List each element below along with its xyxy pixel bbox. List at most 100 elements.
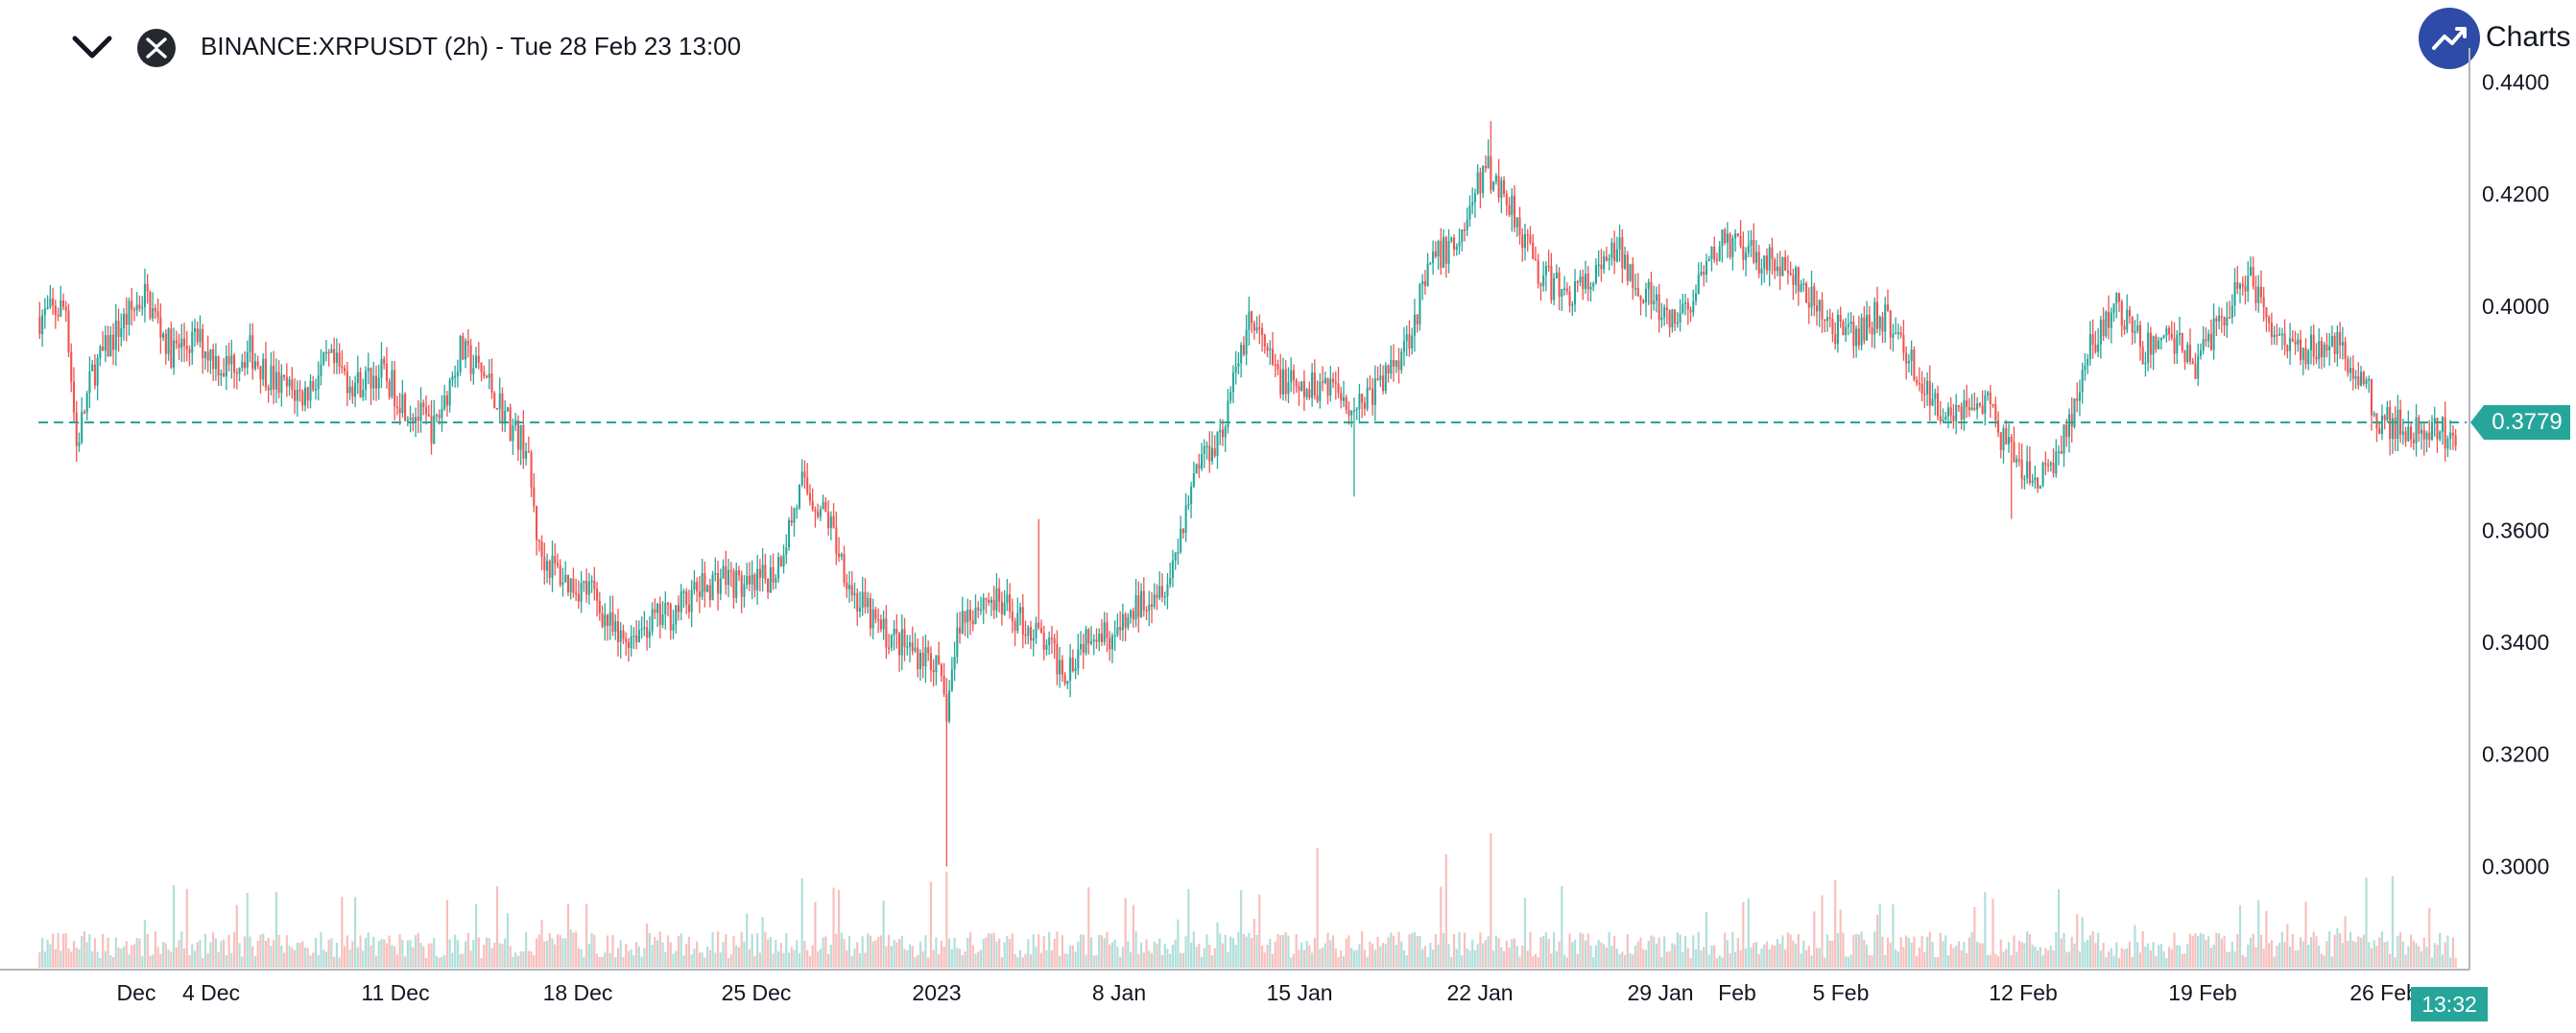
volume-bar (1931, 941, 1934, 968)
volume-bar (2044, 948, 2047, 968)
volume-bar (572, 932, 575, 968)
candle-body (1710, 247, 1713, 259)
candle-body (43, 308, 46, 316)
volume-bar (1379, 946, 1382, 968)
volume-bar (2247, 944, 2250, 968)
volume-bar (1042, 936, 1045, 968)
candle-body (1382, 375, 1385, 392)
candle-body (451, 376, 454, 381)
chevron-down-icon[interactable] (71, 33, 113, 61)
volume-bar (917, 954, 919, 968)
volume-bar (445, 900, 449, 968)
volume-bar (2368, 942, 2371, 968)
volume-bar (2023, 943, 2026, 968)
volume-bar (871, 941, 874, 968)
candle-body (162, 333, 165, 338)
candle-body (427, 414, 430, 417)
candle-body (1355, 408, 1358, 411)
candle-body (1571, 304, 1574, 306)
volume-bar (2165, 957, 2168, 968)
volume-bar (1145, 939, 1148, 968)
candle-body (1565, 288, 1568, 292)
volume-bar (309, 955, 312, 968)
volume-bar (1721, 957, 1724, 968)
candle-body (714, 572, 717, 575)
candle-body (1251, 311, 1253, 324)
candle-body (1825, 317, 1829, 322)
volume-bar (514, 952, 517, 968)
candle-body (2418, 417, 2421, 434)
volume-bar (2309, 937, 2313, 968)
candle-body (370, 368, 372, 389)
candle-body (2436, 418, 2439, 440)
candle-body (1624, 254, 1627, 269)
candle-body (1132, 610, 1134, 620)
volume-bar (711, 931, 714, 968)
candle-body (131, 300, 133, 310)
candle-body (1963, 400, 1966, 420)
candle-body (2138, 324, 2141, 348)
volume-bar (1707, 954, 1710, 968)
volume-bar (435, 955, 439, 968)
volume-bar (1373, 949, 1376, 968)
candle-body (1621, 237, 1624, 269)
candle-body (1180, 528, 1182, 552)
volume-bar (1505, 940, 1508, 968)
candle-body (608, 612, 611, 626)
candle-body (1610, 242, 1613, 259)
volume-bar (1734, 951, 1737, 968)
volume-bar (1397, 931, 1400, 968)
volume-bar (2218, 933, 2221, 968)
volume-bar (2081, 917, 2084, 968)
volume-bar (654, 936, 656, 968)
candle-body (1371, 388, 1374, 406)
volume-bar (950, 949, 953, 968)
volume-bar (1305, 940, 1308, 968)
candle-body (2265, 307, 2268, 318)
volume-bar (1450, 956, 1453, 968)
volume-bar (1192, 931, 1195, 968)
candle-body (320, 364, 322, 376)
candle-body (1366, 387, 1369, 409)
candle-body (472, 368, 475, 374)
volume-bar (1479, 932, 1482, 968)
candle-body (2047, 465, 2050, 467)
volume-bar (1363, 949, 1366, 968)
candle-body (67, 310, 70, 352)
candle-body (2291, 338, 2294, 342)
candle-body (1836, 314, 1839, 345)
candle-body (1515, 217, 1518, 228)
candle-body (41, 315, 44, 334)
candle-body (185, 346, 188, 349)
candle-body (1939, 416, 1942, 422)
candle-body (974, 607, 977, 625)
candle-body (2386, 406, 2389, 420)
candle-body (2309, 334, 2313, 350)
candle-body (2173, 338, 2176, 354)
volume-bar (301, 941, 304, 968)
candle-body (317, 375, 320, 390)
candle-body (1437, 241, 1440, 257)
candle-body (1863, 317, 1866, 341)
candle-body (1934, 393, 1937, 399)
candle-body (814, 509, 817, 512)
candle-body (1584, 274, 1587, 289)
volume-bar (2370, 948, 2373, 968)
candle-body (1703, 272, 1705, 276)
volume-bar (303, 947, 307, 968)
volume-bar (906, 949, 909, 968)
candle-body (264, 358, 267, 388)
volume-bar (1234, 945, 1237, 968)
volume-bar (658, 931, 661, 968)
volume-bar (1778, 944, 1781, 968)
volume-bar (2057, 889, 2061, 968)
candle-body (433, 415, 436, 444)
candle-body (2087, 359, 2089, 366)
volume-bar (1797, 933, 1800, 968)
volume-bar (837, 889, 841, 968)
candle-body (906, 646, 909, 649)
volume-bar (1916, 955, 1919, 968)
candle-body (838, 553, 841, 557)
volume-bar (2422, 937, 2425, 968)
